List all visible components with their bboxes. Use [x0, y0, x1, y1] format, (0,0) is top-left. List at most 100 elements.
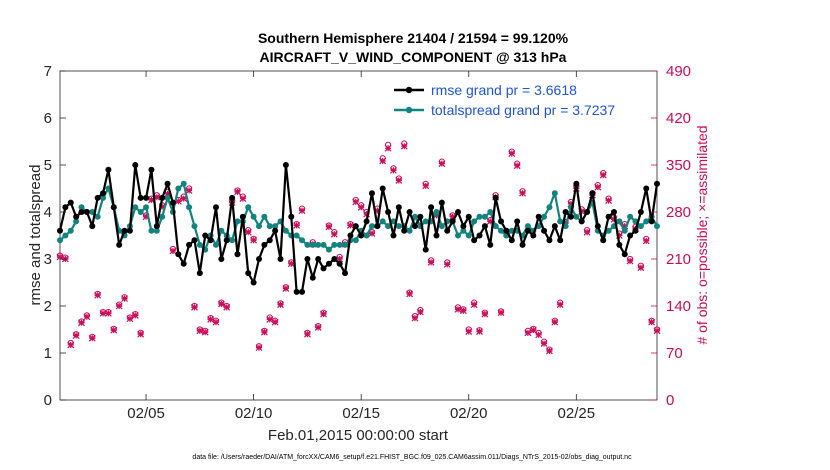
obs-assimilated-point: [438, 160, 446, 168]
rmse-point: [137, 194, 144, 201]
obs-assimilated-point: [250, 236, 258, 244]
rmse-point: [465, 213, 472, 220]
totalspread-point: [191, 223, 198, 230]
line-series-group: [57, 162, 660, 295]
legend-box: [389, 78, 649, 122]
obs-assimilated-point: [524, 329, 532, 337]
y-right-tick-label: 420: [666, 110, 691, 127]
obs-assimilated-point: [454, 305, 462, 313]
totalspread-point: [336, 241, 343, 248]
rmse-point: [282, 162, 289, 168]
totalspread-point: [411, 213, 418, 220]
rmse-point: [239, 213, 246, 220]
rmse-point: [293, 288, 300, 295]
obs-assimilated-point: [605, 197, 613, 205]
obs-assimilated-point: [320, 310, 327, 318]
rmse-point: [309, 274, 316, 281]
obs-assimilated-point: [529, 326, 537, 334]
rmse-point: [411, 223, 418, 230]
obs-assimilated-point: [207, 316, 215, 323]
obs-assimilated-point: [481, 310, 489, 318]
totalspread-point: [143, 204, 150, 211]
obs-assimilated-point: [330, 230, 338, 238]
obs-assimilated-point: [352, 198, 360, 206]
rmse-point: [180, 260, 187, 267]
obs-assimilated-point: [476, 328, 483, 335]
chart-title-line-2: AIRCRAFT_V_WIND_COMPONENT @ 313 hPa: [260, 49, 567, 65]
rmse-point: [299, 288, 306, 295]
obs-assimilated-point: [427, 258, 435, 266]
obs-assimilated-point: [653, 327, 661, 335]
obs-assimilated-point: [282, 285, 290, 292]
totalspread-point: [159, 213, 166, 220]
totalspread-point: [320, 241, 327, 248]
obs-assimilated-point: [368, 230, 376, 237]
obs-assimilated-point: [443, 260, 451, 268]
rmse-point: [191, 237, 198, 244]
rmse-point: [121, 227, 128, 234]
rmse-point: [169, 199, 176, 206]
totalspread-point: [100, 194, 107, 201]
obs-assimilated-point: [148, 196, 155, 204]
obs-assimilated-point: [400, 142, 408, 150]
totalspread-point: [304, 241, 311, 248]
obs-assimilated-point: [610, 215, 618, 223]
rmse-point: [546, 237, 553, 244]
rmse-point: [250, 279, 257, 286]
totalspread-point: [293, 232, 300, 239]
rmse-point: [304, 256, 311, 262]
obs-assimilated-point: [169, 247, 177, 255]
totalspread-point: [476, 213, 483, 220]
obs-assimilated-point: [266, 316, 274, 323]
legend-label-rmse: rmse grand pr = 3.6618: [431, 82, 577, 98]
obs-assimilated-point: [217, 300, 225, 308]
rmse-point: [573, 180, 580, 187]
obs-assimilated-point: [497, 309, 505, 317]
totalspread-point: [78, 204, 85, 211]
rmse-point: [256, 256, 262, 262]
obs-assimilated-point: [94, 291, 102, 299]
totalspread-point: [331, 241, 338, 248]
y-axis-right-label: # of obs: o=possible; ×=assimilated: [694, 125, 710, 344]
rmse-point: [368, 190, 375, 197]
y-tick-label: 6: [44, 110, 52, 127]
totalspread-point: [352, 237, 359, 244]
rmse-point: [455, 209, 461, 215]
obs-assimilated-point: [244, 228, 252, 236]
totalspread-point: [250, 213, 257, 220]
obs-assimilated-point: [72, 332, 80, 339]
rmse-point: [433, 232, 440, 239]
rmse-point: [331, 256, 338, 262]
rmse-point: [105, 166, 112, 173]
obs-assimilated-point: [164, 190, 171, 198]
x-tick-label: 02/20: [450, 405, 488, 422]
rmse-point: [449, 218, 456, 225]
y-tick-label: 4: [44, 204, 52, 221]
totalspread-point: [218, 227, 225, 234]
obs-assimilated-point: [137, 330, 145, 338]
rmse-point: [320, 265, 327, 272]
obs-assimilated-point: [449, 213, 457, 221]
rmse-point: [202, 232, 209, 239]
rmse-point: [288, 213, 295, 220]
totalspread-point: [266, 223, 273, 230]
x-axis-label: Feb.01,2015 00:00:00 start: [268, 427, 449, 444]
totalspread-point: [299, 237, 306, 244]
footer-data-file: data file: /Users/raeder/DAI/ATM_forcXX/…: [192, 454, 632, 461]
rmse-point: [164, 180, 171, 187]
rmse-point: [406, 209, 413, 215]
rmse-point: [363, 218, 370, 225]
rmse-point: [218, 256, 225, 262]
rmse-point: [395, 204, 402, 211]
obs-assimilated-point: [626, 257, 634, 265]
obs-assimilated-point: [637, 264, 645, 272]
totalspread-point: [272, 223, 279, 230]
x-tick-label: 02/25: [558, 405, 596, 422]
rmse-point: [605, 213, 612, 220]
obs-assimilated-point: [255, 344, 263, 352]
y-axis-label: rmse and totalspread: [27, 165, 44, 306]
rmse-point: [514, 218, 521, 225]
rmse-point: [57, 227, 63, 234]
rmse-point: [508, 237, 515, 244]
rmse-point: [153, 223, 160, 230]
